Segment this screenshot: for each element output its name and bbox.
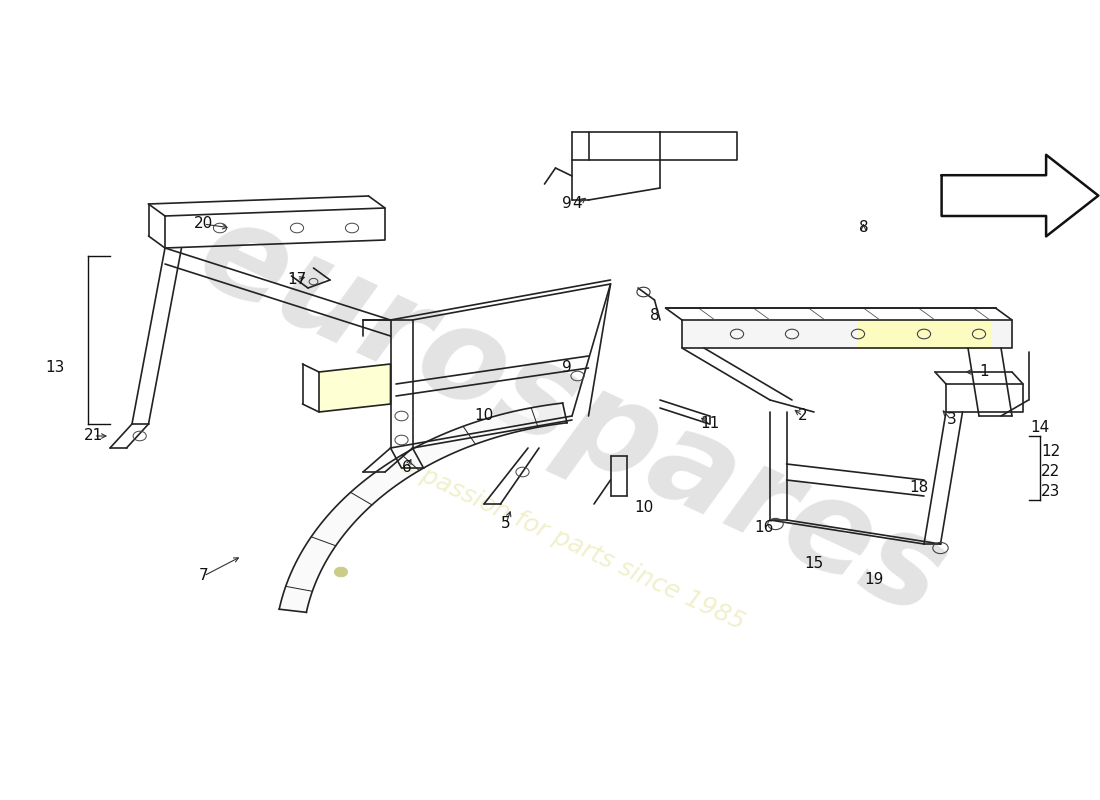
Text: 13: 13	[45, 361, 65, 375]
Text: 17: 17	[287, 273, 307, 287]
Text: 9: 9	[562, 361, 571, 375]
Text: 22: 22	[1041, 465, 1060, 479]
Text: 10: 10	[634, 501, 653, 515]
Text: 21: 21	[84, 429, 103, 443]
Text: 16: 16	[755, 521, 774, 535]
Text: 3: 3	[947, 413, 956, 427]
Text: 20: 20	[194, 217, 213, 231]
Text: 18: 18	[909, 481, 928, 495]
Text: 9: 9	[562, 197, 571, 211]
Text: 8: 8	[859, 221, 868, 235]
Polygon shape	[682, 320, 1012, 348]
Text: a passion for parts since 1985: a passion for parts since 1985	[396, 454, 748, 634]
Text: 14: 14	[1030, 421, 1049, 435]
Text: 11: 11	[700, 417, 719, 431]
Text: 23: 23	[1041, 485, 1060, 499]
Text: 19: 19	[865, 573, 884, 587]
Text: 10: 10	[474, 409, 494, 423]
Polygon shape	[319, 364, 390, 412]
Text: 2: 2	[799, 409, 807, 423]
Text: 5: 5	[502, 517, 510, 531]
Polygon shape	[279, 403, 566, 612]
Text: 15: 15	[804, 557, 824, 571]
Text: 4: 4	[573, 197, 582, 211]
Text: eurospares: eurospares	[179, 189, 965, 643]
Text: 1: 1	[980, 365, 989, 379]
Polygon shape	[858, 320, 990, 348]
Circle shape	[334, 567, 348, 577]
Text: 7: 7	[199, 569, 208, 583]
Text: 12: 12	[1041, 445, 1060, 459]
Text: 8: 8	[650, 309, 659, 323]
Text: 6: 6	[403, 461, 411, 475]
